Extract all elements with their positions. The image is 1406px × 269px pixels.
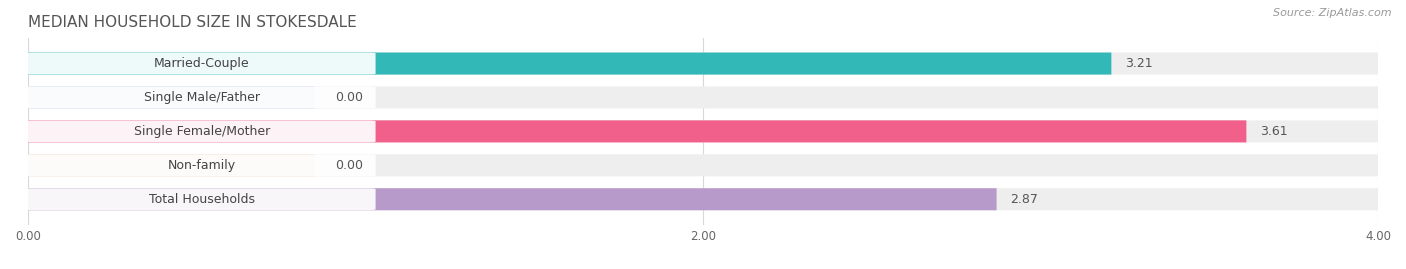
- FancyBboxPatch shape: [28, 52, 1111, 75]
- FancyBboxPatch shape: [28, 120, 1246, 142]
- FancyBboxPatch shape: [24, 87, 375, 108]
- Text: Total Households: Total Households: [149, 193, 254, 206]
- Text: Single Female/Mother: Single Female/Mother: [134, 125, 270, 138]
- Text: Non-family: Non-family: [167, 159, 236, 172]
- Text: 2.87: 2.87: [1010, 193, 1038, 206]
- Text: 0.00: 0.00: [335, 91, 363, 104]
- Text: Source: ZipAtlas.com: Source: ZipAtlas.com: [1274, 8, 1392, 18]
- FancyBboxPatch shape: [28, 154, 315, 176]
- FancyBboxPatch shape: [28, 154, 1378, 176]
- Text: Married-Couple: Married-Couple: [153, 57, 250, 70]
- FancyBboxPatch shape: [24, 53, 375, 75]
- Text: 3.61: 3.61: [1260, 125, 1288, 138]
- FancyBboxPatch shape: [24, 188, 375, 210]
- Text: 3.21: 3.21: [1125, 57, 1153, 70]
- FancyBboxPatch shape: [24, 154, 375, 176]
- FancyBboxPatch shape: [28, 86, 1378, 108]
- Text: 0.00: 0.00: [335, 159, 363, 172]
- FancyBboxPatch shape: [28, 188, 1378, 210]
- Text: Single Male/Father: Single Male/Father: [143, 91, 260, 104]
- FancyBboxPatch shape: [28, 52, 1378, 75]
- Text: MEDIAN HOUSEHOLD SIZE IN STOKESDALE: MEDIAN HOUSEHOLD SIZE IN STOKESDALE: [28, 15, 357, 30]
- FancyBboxPatch shape: [24, 121, 375, 142]
- FancyBboxPatch shape: [28, 120, 1378, 142]
- FancyBboxPatch shape: [28, 86, 315, 108]
- FancyBboxPatch shape: [28, 188, 997, 210]
